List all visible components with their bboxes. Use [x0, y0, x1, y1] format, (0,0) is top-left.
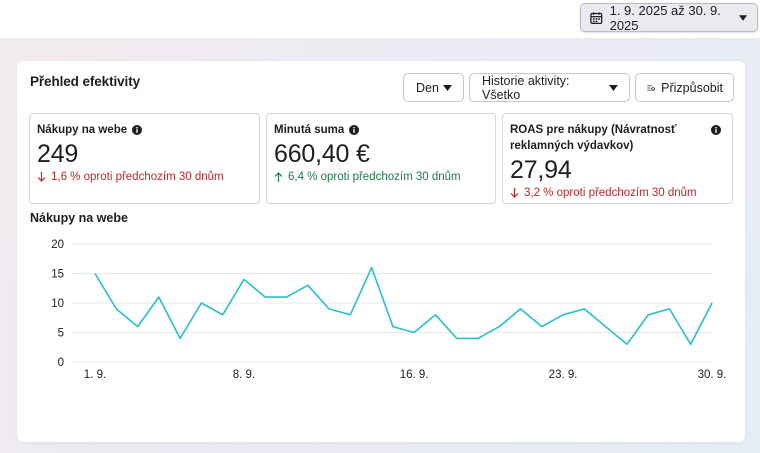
data-point[interactable]	[411, 330, 417, 336]
series-line	[94, 266, 713, 346]
date-range-label: 1. 9. 2025 až 30. 9. 2025	[609, 2, 721, 33]
data-point[interactable]	[113, 306, 119, 312]
data-point[interactable]	[688, 341, 694, 347]
x-tick-label: 16. 9.	[400, 369, 429, 381]
metric-value: 660,40 €	[274, 140, 370, 168]
y-tick-label: 0	[58, 357, 64, 369]
sliders-gear-icon	[647, 84, 656, 91]
data-point[interactable]	[454, 335, 460, 341]
granularity-label: Den	[416, 80, 439, 95]
metric-card-roas: ROAS pre nákupy (Návratnosť reklamných v…	[502, 113, 733, 204]
arrow-down-icon	[37, 172, 46, 182]
data-point[interactable]	[666, 306, 672, 312]
data-point[interactable]	[518, 306, 524, 312]
data-point[interactable]	[475, 335, 481, 341]
chevron-down-icon	[443, 84, 452, 91]
data-point[interactable]	[645, 312, 651, 318]
y-tick-label: 5	[58, 328, 64, 340]
y-tick-label: 10	[51, 298, 64, 310]
data-point[interactable]	[241, 276, 247, 282]
data-point[interactable]	[369, 265, 375, 271]
purchases-line-chart: 0 5 10 15 20 1. 9. 8. 9. 16. 9. 23. 9. 30. 9.	[51, 239, 727, 381]
data-point[interactable]	[135, 324, 141, 330]
x-tick-label: 30. 9.	[698, 369, 727, 381]
x-tick-label: 1. 9.	[84, 369, 106, 381]
data-point[interactable]	[432, 312, 438, 318]
activity-history-dropdown[interactable]: Historie aktivity: Všetko	[469, 73, 630, 102]
info-icon[interactable]	[349, 125, 360, 135]
data-point[interactable]	[496, 324, 502, 330]
metric-delta: 3,2 % oproti předchozím 30 dnům	[510, 187, 723, 199]
granularity-dropdown[interactable]: Den	[403, 73, 464, 102]
data-point[interactable]	[220, 312, 226, 318]
customize-button[interactable]: Přizpůsobit	[635, 73, 734, 102]
arrow-down-icon	[510, 188, 519, 198]
metric-delta: 6,4 % oproti předchozím 30 dnům	[274, 171, 486, 183]
metric-card-web-purchases: Nákupy na webe 249 1,6 % oproti předchoz…	[29, 113, 260, 204]
data-point[interactable]	[305, 282, 311, 288]
data-point[interactable]	[390, 324, 396, 330]
y-tick-label: 15	[51, 269, 64, 281]
performance-panel: Přehled efektivity Den Historie aktivity…	[17, 61, 745, 442]
chevron-down-icon	[609, 84, 618, 91]
data-point[interactable]	[198, 300, 204, 306]
arrow-up-icon	[274, 172, 283, 182]
metric-delta-text: 6,4 % oproti předchozím 30 dnům	[288, 171, 461, 183]
panel-title: Přehled efektivity	[30, 74, 140, 89]
data-point[interactable]	[581, 306, 587, 312]
chart-title: Nákupy na webe	[30, 211, 128, 225]
metric-delta-text: 1,6 % oproti předchozím 30 dnům	[51, 171, 224, 183]
metric-label: ROAS pre nákupy (Návratnosť reklamných v…	[510, 124, 677, 152]
x-tick-label: 8. 9.	[233, 369, 255, 381]
data-point[interactable]	[156, 294, 162, 300]
data-point[interactable]	[560, 312, 566, 318]
metric-label: Nákupy na webe	[37, 124, 128, 136]
data-point[interactable]	[347, 312, 353, 318]
data-point[interactable]	[709, 300, 715, 306]
metric-card-amount-spent: Minutá suma 660,40 € 6,4 % oproti předch…	[266, 113, 496, 204]
customize-label: Přizpůsobit	[661, 80, 723, 95]
date-range-picker[interactable]: 1. 9. 2025 až 30. 9. 2025	[580, 2, 758, 33]
info-icon[interactable]	[711, 125, 721, 135]
data-point[interactable]	[283, 294, 289, 300]
data-point[interactable]	[262, 294, 268, 300]
metric-label: Minutá suma	[274, 124, 345, 136]
data-point[interactable]	[539, 324, 545, 330]
data-point[interactable]	[92, 271, 98, 277]
y-tick-label: 20	[51, 239, 64, 251]
metric-value: 249	[37, 140, 79, 168]
data-point[interactable]	[624, 341, 630, 347]
data-point[interactable]	[177, 335, 183, 341]
data-point[interactable]	[603, 324, 609, 330]
metric-delta: 1,6 % oproti předchozím 30 dnům	[37, 171, 250, 183]
top-bar: 1. 9. 2025 až 30. 9. 2025	[0, 0, 760, 38]
calendar-icon	[590, 11, 603, 24]
x-tick-label: 23. 9.	[549, 369, 578, 381]
metric-delta-text: 3,2 % oproti předchozím 30 dnům	[524, 187, 697, 199]
info-icon[interactable]	[132, 125, 143, 135]
data-point[interactable]	[326, 306, 332, 312]
activity-history-label: Historie aktivity: Všetko	[482, 73, 570, 102]
metric-value: 27,94	[510, 156, 572, 184]
chevron-down-icon	[738, 14, 748, 21]
